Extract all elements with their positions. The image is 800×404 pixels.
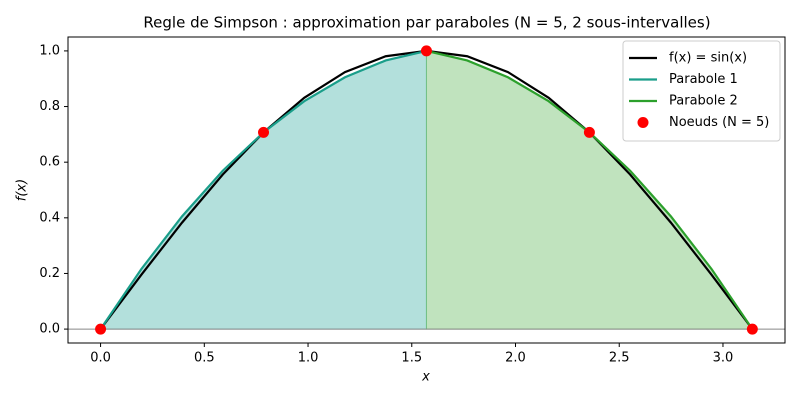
node-marker (95, 323, 107, 335)
legend-label: f(x) = sin(x) (669, 51, 747, 66)
legend-swatch (637, 117, 649, 128)
node-marker (258, 126, 270, 138)
y-tick-label: 0.4 (39, 210, 60, 225)
legend-label: Parabole 1 (669, 72, 738, 87)
node-marker (420, 45, 432, 57)
node-marker (583, 126, 595, 138)
x-tick-label: 0.5 (194, 351, 215, 366)
node-marker (746, 323, 758, 335)
x-tick-label: 3.0 (713, 351, 734, 366)
y-tick-label: 1.0 (39, 43, 60, 58)
legend-label: Parabole 2 (669, 94, 738, 109)
x-tick-label: 0.0 (90, 351, 111, 366)
x-axis-label: x (421, 370, 430, 385)
x-tick-label: 1.5 (401, 351, 422, 366)
y-tick-label: 0.0 (39, 322, 60, 337)
y-tick-label: 0.6 (39, 155, 60, 170)
y-tick-label: 0.8 (39, 99, 60, 114)
plot-frame (67, 36, 786, 344)
y-axis-label: f(x) (15, 179, 30, 201)
chart-title: Regle de Simpson : approximation par par… (143, 14, 710, 32)
x-tick-label: 1.0 (298, 351, 319, 366)
y-tick-label: 0.2 (39, 266, 60, 281)
legend-label: Noeuds (N = 5) (669, 115, 769, 130)
legend-box (622, 40, 781, 142)
x-tick-label: 2.0 (505, 351, 526, 366)
x-tick-label: 2.5 (609, 351, 630, 366)
